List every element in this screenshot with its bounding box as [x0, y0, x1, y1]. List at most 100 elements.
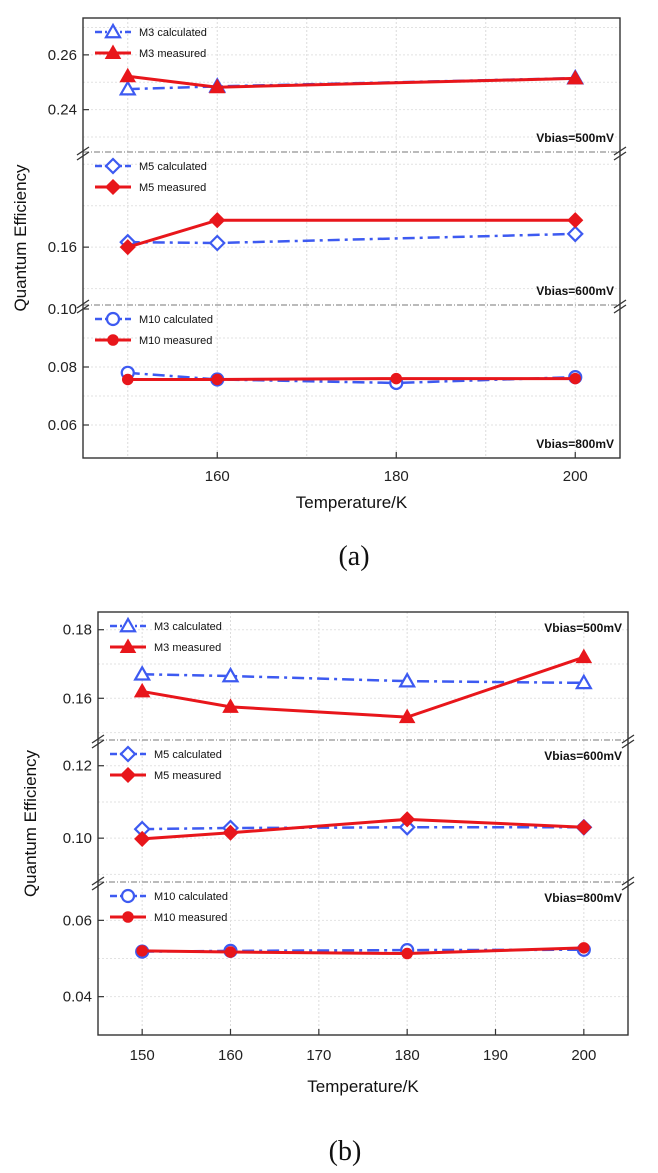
- data-point: [575, 819, 592, 836]
- data-point: [119, 67, 137, 83]
- panel-b-3: 0.04 0.06 M10 calculated M10 measured Vbias=…: [63, 876, 635, 1006]
- series-m5-measured: [134, 811, 592, 847]
- y-tick-label: 0.16: [48, 239, 77, 256]
- data-point: [133, 682, 151, 698]
- panel-b-1: 0.16 0.18 M3 calculated M3 measured Vbias=50…: [63, 616, 628, 734]
- legend-label: M5 calculated: [154, 749, 222, 761]
- y-tick-label: 0.18: [63, 622, 92, 639]
- legend-label: M10 measured: [139, 335, 212, 347]
- y-tick-label: 0.12: [63, 758, 92, 775]
- series-line: [142, 826, 584, 831]
- x-axis-label: Temperature/K: [307, 1077, 419, 1096]
- data-point: [566, 225, 584, 243]
- y-tick-label: 0.24: [48, 102, 77, 119]
- legend-label: M10 measured: [154, 912, 227, 924]
- y-axis-label: Quantum Efficiency: [11, 164, 30, 312]
- data-point: [566, 69, 584, 85]
- x-tick-label: 180: [395, 1047, 420, 1064]
- data-point: [208, 78, 226, 94]
- x-tick-label: 190: [483, 1047, 508, 1064]
- series-line: [141, 655, 585, 719]
- series-m10-measured: [136, 942, 590, 960]
- data-point: [136, 945, 148, 957]
- legend-label: M10 calculated: [139, 314, 213, 326]
- data-point: [122, 373, 134, 386]
- x-axis-label: Temperature/K: [296, 493, 408, 512]
- legend-entry: M5 calculated: [95, 157, 207, 175]
- legend-entry: M3 calculated: [95, 22, 207, 39]
- bias-annotation: Vbias=600mV: [544, 749, 622, 763]
- x-tick-label: 170: [306, 1047, 331, 1064]
- legend-label: M3 calculated: [139, 27, 207, 39]
- legend-label: M3 measured: [154, 642, 221, 654]
- chart-a: 0.24 0.26 M3 calculated M3 measured Vbias=50…: [11, 17, 627, 572]
- legend-marker: [119, 745, 137, 763]
- legend-marker: [105, 311, 121, 327]
- x-tick-label: 180: [384, 468, 409, 485]
- series-line: [142, 817, 584, 841]
- data-point: [119, 239, 136, 256]
- panel-b-2: 0.10 0.12 M5 calculated M5 measured Vbias=60…: [63, 734, 635, 875]
- legend-entry: M10 measured: [95, 334, 212, 347]
- legend-entry: M5 measured: [95, 178, 206, 196]
- data-point: [398, 671, 417, 688]
- legend-entry: M10 measured: [110, 911, 227, 924]
- legend-entry: M5 measured: [110, 766, 221, 784]
- legend-label: M3 calculated: [154, 621, 222, 633]
- legend-label: M3 measured: [139, 48, 206, 60]
- data-point: [399, 811, 416, 828]
- figure-caption: (b): [329, 1136, 362, 1167]
- series-line: [142, 946, 584, 956]
- bias-annotation: Vbias=800mV: [536, 437, 614, 451]
- x-tick-label: 150: [130, 1047, 155, 1064]
- figure-caption: (a): [338, 541, 369, 572]
- series-m5-calculated: [119, 225, 584, 252]
- bias-annotation: Vbias=600mV: [536, 284, 614, 298]
- legend-marker: [119, 638, 137, 653]
- y-tick-label: 0.10: [63, 830, 92, 847]
- panel-a-2: 0.16 M5 calculated M5 measured Vbias=600mV: [48, 146, 627, 298]
- data-point: [222, 698, 239, 713]
- y-axis-label: Quantum Efficiency: [21, 749, 40, 897]
- legend-entry: M3 measured: [110, 638, 221, 654]
- legend-marker: [119, 616, 137, 633]
- legend-marker: [104, 157, 122, 175]
- plot-frame: [82, 17, 621, 459]
- data-point: [211, 373, 223, 386]
- legend-label: M5 calculated: [139, 161, 207, 173]
- legend-entry: M10 calculated: [95, 311, 213, 327]
- legend-marker: [119, 766, 137, 784]
- series-line: [127, 232, 576, 245]
- data-point: [222, 824, 239, 841]
- series-m3-measured: [133, 648, 593, 724]
- bias-annotation: Vbias=800mV: [544, 891, 622, 905]
- legend-label: M5 measured: [154, 770, 221, 782]
- data-point: [401, 947, 413, 960]
- legend-marker: [104, 178, 122, 196]
- data-point: [567, 212, 584, 229]
- data-point: [224, 946, 237, 958]
- data-point: [209, 212, 226, 229]
- data-point: [390, 372, 402, 385]
- legend-label: M10 calculated: [154, 891, 228, 903]
- data-point: [575, 648, 593, 664]
- data-point: [133, 665, 152, 681]
- chart-b: 0.16 0.18 M3 calculated M3 measured Vbias=50…: [21, 611, 635, 1167]
- plot-frame: [97, 611, 629, 1036]
- data-point: [118, 79, 137, 96]
- y-tick-label: 0.06: [63, 912, 92, 929]
- series-line: [142, 673, 584, 685]
- y-tick-label: 0.04: [63, 989, 92, 1006]
- series-m10-measured: [122, 372, 581, 386]
- data-point: [569, 372, 581, 385]
- legend-marker: [120, 888, 136, 904]
- x-tick-label: 200: [563, 468, 588, 485]
- x-tick-label: 160: [205, 468, 230, 485]
- panel-a-1: 0.24 0.26 M3 calculated M3 measured Vbias=50…: [48, 22, 620, 145]
- legend-entry: M10 calculated: [110, 888, 228, 904]
- legend-label: M5 measured: [139, 182, 206, 194]
- y-tick-label: 0.26: [48, 47, 77, 64]
- legend-marker: [104, 22, 122, 39]
- data-point: [578, 942, 590, 954]
